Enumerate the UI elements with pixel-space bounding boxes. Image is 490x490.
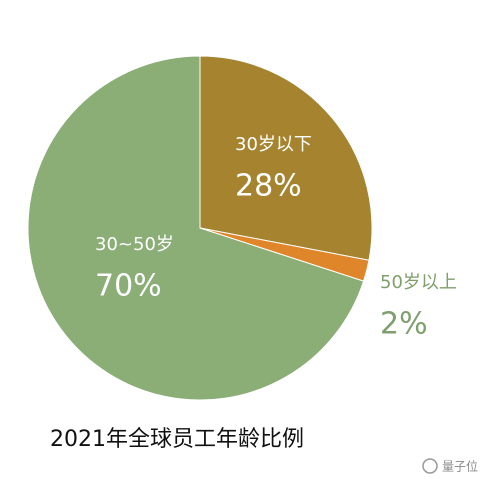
watermark-text: 量子位 [442,459,478,474]
slice-value-label: 70% [95,269,162,304]
slice-value-label: 2% [380,307,428,342]
pie-slice [199,55,373,261]
slice-value-label: 28% [235,169,302,204]
slice-label: 30~50岁 [95,234,174,255]
chart-title: 2021年全球员工年龄比例 [50,427,304,452]
pie-slice [27,55,365,401]
pie: 30岁以下 28% 50岁以上 2% 30~50岁 70% [27,55,457,401]
slice-label: 30岁以下 [235,134,312,155]
watermark-icon [422,458,438,474]
watermark: 量子位 [422,458,478,474]
slice-label: 50岁以上 [380,272,457,293]
